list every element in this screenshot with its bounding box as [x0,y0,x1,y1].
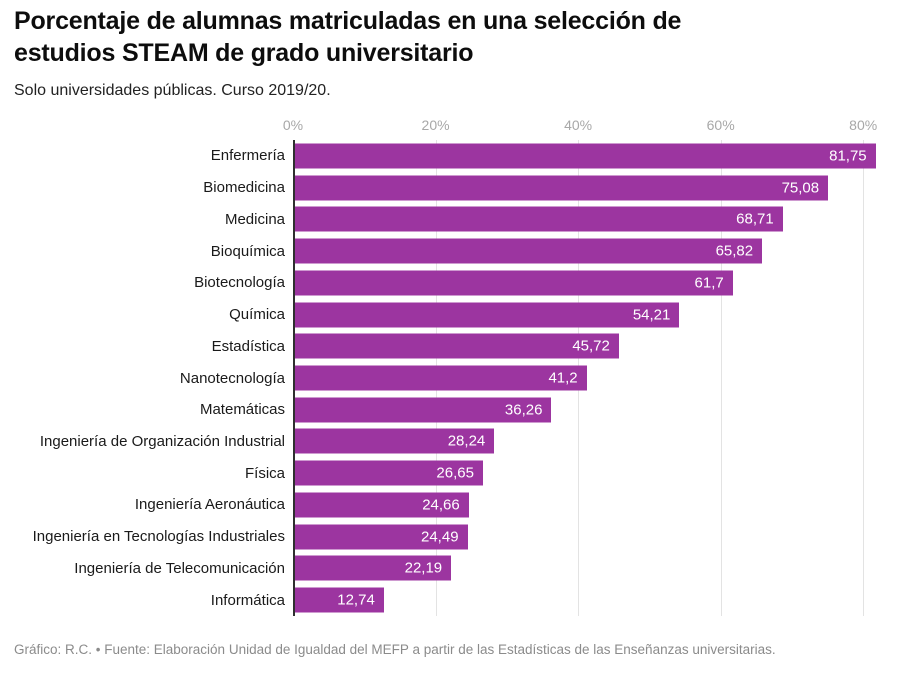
category-label: Estadística [211,337,285,355]
category-label: Informática [210,591,285,609]
bar-value-label: 68,71 [736,210,774,228]
gridline [720,140,722,616]
x-axis: 0% 20% 40% 60% 80% [283,117,886,135]
bar-value-label: 24,49 [421,528,459,546]
bar: 65,82 [293,238,763,264]
bar-row: Biotecnología 61,7 [0,267,886,299]
bar: 61,7 [293,270,733,296]
bar-value-label: 75,08 [781,179,820,197]
category-label: Física [244,464,285,482]
category-label: Enfermería [210,147,285,165]
bar-row: Bioquímica 65,82 [0,235,886,267]
x-axis-tick-label: 0% [282,117,304,133]
category-label: Ingeniería en Tecnologías Industriales [32,528,285,546]
bar-track: 24,66 [293,489,886,521]
bar-value-label: 12,74 [337,591,375,609]
category-label: Medicina [224,210,285,228]
attribution-footer: Gráfico: R.C. • Fuente: Elaboración Unid… [14,642,776,657]
bar-value-label: 28,24 [447,432,486,450]
bar-row: Física 26,65 [0,457,886,489]
bar: 45,72 [293,333,619,359]
bar-row: Ingeniería de Organización Industrial 28,… [0,426,886,458]
bar: 41,2 [293,365,587,391]
category-label: Ingeniería de Organización Industrial [39,432,285,450]
x-axis-tick-label: 40% [564,117,593,133]
bar-row: Medicina 68,71 [0,203,886,235]
bar-track: 54,21 [293,299,886,331]
x-axis-tick-label: 80% [849,117,878,133]
bar-track: 22,19 [293,553,886,585]
bar-track: 75,08 [293,172,886,204]
bar: 24,66 [293,492,469,518]
bar-value-label: 61,7 [694,274,724,292]
category-label: Biomedicina [203,179,285,197]
bar-row: Biomedicina 75,08 [0,172,886,204]
bar-value-label: 22,19 [404,559,443,577]
category-label: Biotecnología [194,274,285,292]
chart-title: Porcentaje de alumnas matriculadas en un… [14,7,682,67]
bar: 68,71 [293,206,783,232]
bar-value-label: 81,75 [829,147,867,165]
bar-track: 81,75 [293,140,886,172]
bar-value-label: 36,26 [504,401,543,419]
bar: 22,19 [293,555,452,581]
bar-rows: Enfermería 81,75 Biomedicina 75,08 Medicina 6… [0,140,886,616]
bar-track: 65,82 [293,235,886,267]
bar-row: Nanotecnología 41,2 [0,362,886,394]
category-label: Química [229,306,285,324]
bar-track: 68,71 [293,203,886,235]
bar-row: Ingeniería en Tecnologías Industriales 24… [0,521,886,553]
bar: 81,75 [293,143,876,169]
x-axis-tick-label: 20% [421,117,450,133]
chart-subtitle: Solo universidades públicas. Curso 2019/… [14,82,331,99]
bar-row: Ingeniería Aeronáutica 24,66 [0,489,886,521]
category-label: Nanotecnología [179,369,285,387]
bar-value-label: 41,2 [548,369,578,387]
bar-row: Ingeniería de Telecomunicación 22,19 [0,553,886,585]
bar-row: Matemáticas 36,26 [0,394,886,426]
bar-value-label: 26,65 [436,464,474,482]
category-label: Bioquímica [210,242,285,260]
bar-value-label: 45,72 [572,337,610,355]
bar-row: Química 54,21 [0,299,886,331]
y-axis-line [293,140,295,616]
category-label: Matemáticas [199,401,285,419]
category-label: Ingeniería de Telecomunicación [74,559,285,577]
bar-track: 36,26 [293,394,886,426]
bar: 36,26 [293,397,552,423]
bar: 54,21 [293,302,680,328]
bar-row: Enfermería 81,75 [0,140,886,172]
bar-track: 28,24 [293,426,886,458]
bar: 26,65 [293,460,483,486]
bar-track: 41,2 [293,362,886,394]
x-axis-tick-label: 60% [706,117,735,133]
bar-track: 24,49 [293,521,886,553]
bar-track: 26,65 [293,457,886,489]
bar-row: Estadística 45,72 [0,330,886,362]
bar: 24,49 [293,524,468,550]
bar-value-label: 24,66 [422,496,460,514]
bar-value-label: 54,21 [632,306,671,324]
gridline [863,140,865,616]
category-label: Ingeniería Aeronáutica [134,496,285,514]
bar: 75,08 [293,175,829,201]
bar-track: 45,72 [293,330,886,362]
bar: 28,24 [293,428,495,454]
bar: 12,74 [293,587,384,613]
bar-track: 61,7 [293,267,886,299]
bar-track: 12,74 [293,584,886,616]
bar-value-label: 65,82 [715,242,754,260]
bar-row: Informática 12,74 [0,584,886,616]
